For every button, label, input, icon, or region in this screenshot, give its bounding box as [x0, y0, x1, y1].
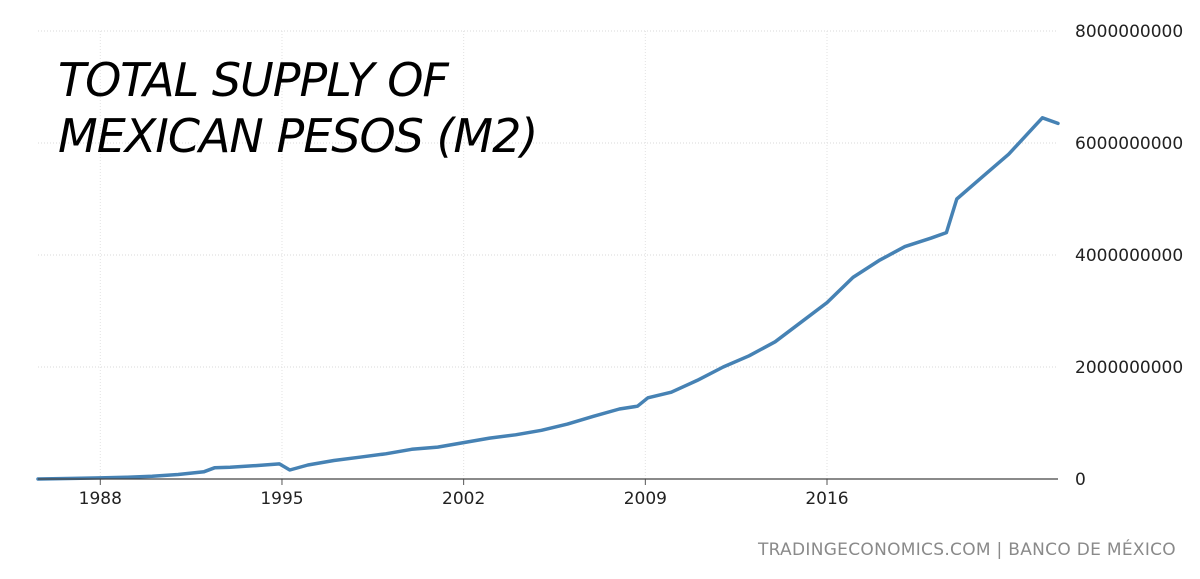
- x-tick-label: 2002: [442, 489, 485, 509]
- chart-title-line-2: MEXICAN PESOS (M2): [58, 109, 537, 163]
- x-tick-label: 1995: [260, 489, 303, 509]
- x-tick-label: 2009: [624, 489, 667, 509]
- y-tick-label: 0: [1075, 470, 1086, 490]
- y-tick-label: 4000000000: [1075, 246, 1183, 266]
- chart-title: TOTAL SUPPLY OF MEXICAN PESOS (M2): [58, 53, 538, 163]
- x-tick-label: 1988: [79, 489, 122, 509]
- source-credit: TRADINGECONOMICS.COM | BANCO DE MÉXICO: [757, 540, 1176, 560]
- series-line: [36, 116, 1060, 481]
- series-layer: [36, 116, 1060, 481]
- y-tick-label: 6000000000: [1075, 134, 1183, 154]
- x-tick-label: 2016: [805, 489, 848, 509]
- chart-title-line-1: TOTAL SUPPLY OF: [58, 53, 449, 107]
- axis-layer: 0 2000000000 4000000000 6000000000 800000000…: [38, 22, 1183, 509]
- y-tick-label: 2000000000: [1075, 358, 1183, 378]
- y-tick-label: 8000000000: [1075, 22, 1183, 42]
